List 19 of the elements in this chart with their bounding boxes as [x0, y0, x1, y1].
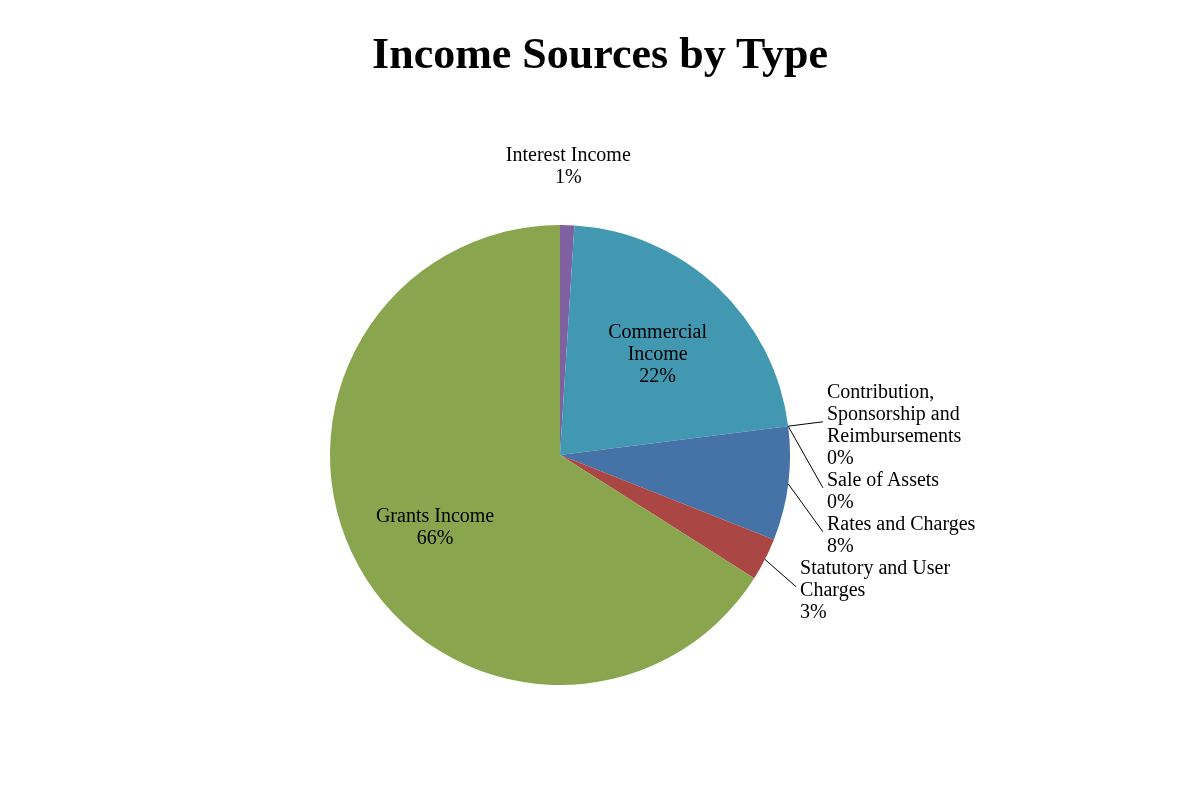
data-label: 3% [800, 599, 827, 622]
data-label: 1% [554, 165, 582, 188]
slice-label: Commercial Income [608, 320, 708, 365]
data-label: 8% [826, 533, 854, 556]
pie-slice [330, 225, 755, 685]
chart-title: Income Sources by Type [372, 29, 828, 78]
data-label: 66% [416, 525, 454, 548]
text: 0% [826, 489, 854, 512]
text: 0% [826, 445, 854, 468]
slice-label: Statutory and User Charges [800, 555, 951, 601]
pie-slice [560, 455, 774, 579]
data-label: 22% [639, 364, 676, 387]
slice-label: Grants Income [375, 503, 495, 526]
legend-label: Contribution, Sponsorship and Reimbursements [826, 379, 962, 446]
pie-slice [560, 426, 790, 540]
category-label: Sale of Assets [826, 467, 940, 490]
slice-label: Interest Income [505, 143, 631, 166]
slice-label: Rates and Charges [826, 511, 976, 535]
pie-slice [560, 225, 789, 455]
